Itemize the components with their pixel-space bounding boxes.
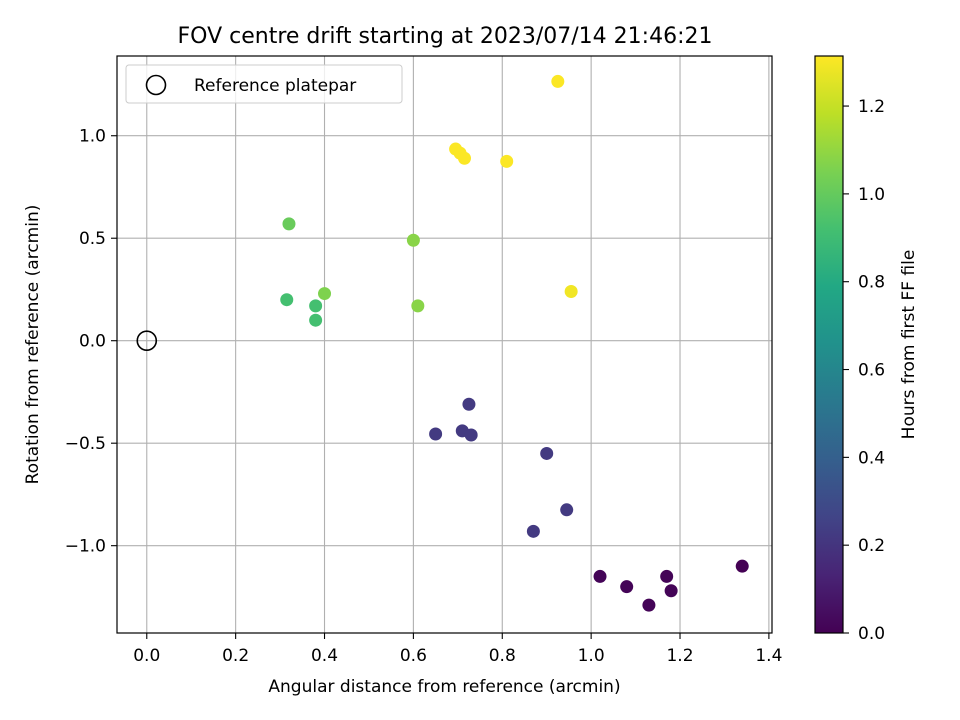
scatter-point bbox=[411, 299, 425, 313]
y-tick-label: 0.5 bbox=[79, 229, 106, 249]
y-axis-ticks: −1.0 −0.5 0.0 0.5 1.0 bbox=[65, 127, 117, 557]
scatter-point bbox=[735, 559, 749, 573]
legend-marker bbox=[145, 74, 167, 96]
scatter-point bbox=[560, 503, 574, 517]
x-tick-label: 1.2 bbox=[666, 646, 693, 666]
scatter-point bbox=[593, 569, 607, 583]
scatter-point bbox=[464, 428, 478, 442]
x-tick-label: 1.0 bbox=[578, 646, 605, 666]
colorbar-tick-label: 1.2 bbox=[858, 97, 885, 117]
scatter-point bbox=[564, 285, 578, 299]
x-axis-ticks: 0.0 0.2 0.4 0.6 0.8 1.0 1.2 1.4 bbox=[133, 633, 782, 666]
y-axis-label: Rotation from reference (arcmin) bbox=[23, 205, 43, 485]
x-tick-label: 1.4 bbox=[755, 646, 782, 666]
y-tick-label: −1.0 bbox=[65, 537, 106, 557]
colorbar: 0.0 0.2 0.4 0.6 0.8 1.0 1.2 Hours from first F… bbox=[814, 55, 919, 644]
data-points bbox=[280, 74, 749, 612]
scatter-point bbox=[318, 287, 332, 301]
chart-title: FOV centre drift starting at 2023/07/14 … bbox=[178, 24, 713, 49]
scatter-point bbox=[429, 427, 443, 441]
colorbar-tick-label: 0.6 bbox=[858, 361, 885, 381]
x-tick-label: 0.2 bbox=[222, 646, 249, 666]
y-tick-label: −0.5 bbox=[65, 434, 106, 454]
plot-frame bbox=[116, 55, 773, 634]
legend-box bbox=[125, 64, 403, 104]
scatter-point bbox=[457, 151, 471, 165]
scatter-point bbox=[309, 299, 323, 313]
scatter-point bbox=[282, 217, 296, 231]
y-tick-label: 1.0 bbox=[79, 127, 106, 147]
x-tick-label: 0.8 bbox=[489, 646, 516, 666]
colorbar-label: Hours from first FF file bbox=[899, 250, 919, 440]
colorbar-tick-label: 0.4 bbox=[858, 448, 885, 468]
x-tick-label: 0.4 bbox=[311, 646, 338, 666]
legend: Reference platepar bbox=[125, 64, 403, 104]
y-tick-label: 0.0 bbox=[79, 332, 106, 352]
scatter-point bbox=[280, 293, 294, 307]
legend-label: Reference platepar bbox=[194, 76, 356, 96]
x-tick-label: 0.0 bbox=[133, 646, 160, 666]
x-tick-label: 0.6 bbox=[400, 646, 427, 666]
scatter-point bbox=[462, 397, 476, 411]
colorbar-gradient bbox=[814, 55, 844, 634]
reference-point bbox=[136, 330, 158, 352]
colorbar-tick-label: 0.8 bbox=[858, 273, 885, 293]
scatter-point bbox=[664, 584, 678, 598]
scatter-point bbox=[660, 569, 674, 583]
grid bbox=[117, 56, 772, 633]
scatter-point bbox=[309, 313, 323, 327]
scatter-point bbox=[540, 446, 554, 460]
scatter-point bbox=[551, 74, 565, 88]
colorbar-tick-label: 0.0 bbox=[858, 624, 885, 644]
scatter-point bbox=[406, 233, 420, 247]
colorbar-tick-label: 0.2 bbox=[858, 536, 885, 556]
colorbar-tick-label: 1.0 bbox=[858, 185, 885, 205]
scatter-point bbox=[620, 580, 634, 594]
x-axis-label: Angular distance from reference (arcmin) bbox=[268, 677, 620, 697]
scatter-point bbox=[642, 598, 656, 612]
scatter-point bbox=[500, 154, 514, 168]
scatter-point bbox=[526, 524, 540, 538]
colorbar-ticks: 0.0 0.2 0.4 0.6 0.8 1.0 1.2 bbox=[843, 97, 885, 644]
